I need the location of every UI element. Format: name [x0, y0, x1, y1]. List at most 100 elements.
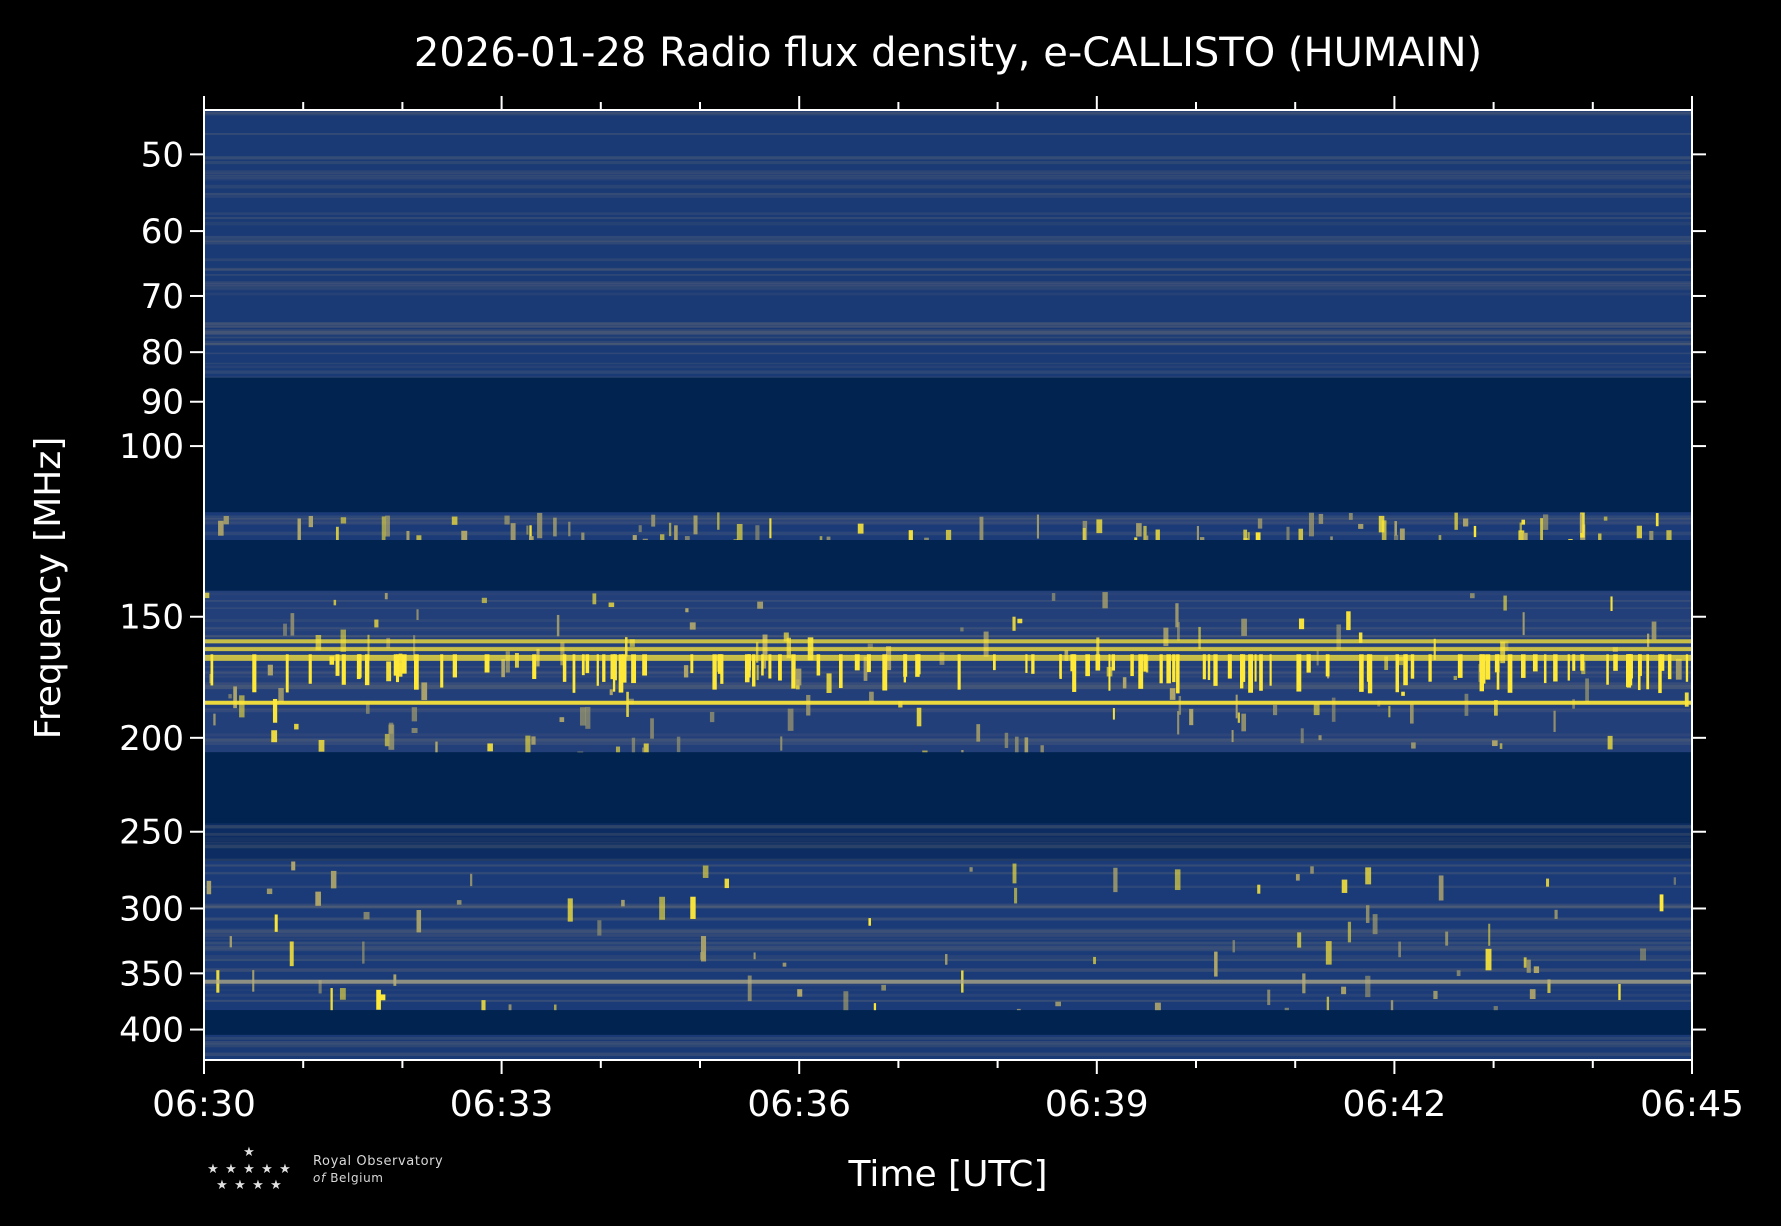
- burst-mark: [1433, 990, 1438, 1000]
- burst-mark: [1358, 523, 1364, 529]
- burst-mark: [744, 654, 750, 683]
- burst-mark: [1259, 654, 1263, 691]
- burst-mark: [1155, 529, 1160, 541]
- heatmap: [204, 110, 1692, 1060]
- band-streak: [204, 212, 1692, 215]
- burst-mark: [308, 515, 314, 528]
- stars-icon: ★★ ★ ★ ★ ★★ ★ ★ ★: [207, 1145, 291, 1193]
- burst-mark: [1325, 941, 1332, 965]
- burst-mark: [487, 743, 493, 752]
- burst-mark: [393, 654, 398, 676]
- burst-mark: [597, 920, 602, 936]
- burst-mark: [1685, 654, 1689, 682]
- star-glyph: ★: [225, 1162, 237, 1177]
- burst-mark: [1638, 654, 1642, 676]
- y-tick-label: 50: [141, 135, 184, 175]
- burst-mark: [1096, 519, 1103, 534]
- burst-mark: [866, 654, 871, 673]
- burst-mark: [562, 654, 567, 682]
- band-streak: [204, 184, 1692, 189]
- band-streak: [204, 216, 1692, 220]
- burst-mark: [1240, 654, 1244, 689]
- band-streak: [204, 999, 1692, 1002]
- burst-mark: [592, 593, 597, 605]
- burst-mark: [782, 962, 787, 967]
- burst-mark: [1533, 966, 1540, 974]
- band-streak: [204, 642, 1692, 645]
- burst-mark: [1675, 658, 1682, 680]
- burst-mark: [1521, 519, 1526, 525]
- burst-mark: [1241, 713, 1247, 732]
- burst-mark: [333, 599, 337, 606]
- band-streak: [204, 156, 1692, 160]
- burst-mark: [374, 619, 379, 628]
- band-streak: [204, 192, 1692, 196]
- burst-mark: [1325, 654, 1330, 677]
- burst-mark: [1365, 905, 1370, 923]
- band-streak: [204, 670, 1692, 674]
- band-streak: [204, 258, 1692, 262]
- burst-mark: [229, 936, 232, 948]
- burst-mark: [1523, 957, 1527, 968]
- burst-mark: [1496, 654, 1500, 690]
- burst-mark: [1308, 512, 1315, 537]
- emission-line: [204, 639, 1692, 644]
- burst-mark: [278, 687, 284, 703]
- band-9: [204, 1034, 1692, 1060]
- burst-mark: [1457, 654, 1463, 678]
- star-glyph: ★: [270, 1178, 282, 1193]
- burst-mark: [365, 702, 370, 714]
- burst-mark: [1055, 1001, 1061, 1007]
- burst-mark: [690, 896, 696, 919]
- band-streak: [204, 708, 1692, 710]
- emission-line: [204, 647, 1692, 652]
- burst-mark: [1673, 877, 1676, 885]
- logo-text: Royal Observatory of Belgium: [313, 1154, 443, 1186]
- burst-mark: [271, 730, 278, 743]
- burst-mark: [205, 592, 210, 599]
- band-streak: [204, 195, 1692, 198]
- band-streak: [204, 993, 1692, 997]
- burst-mark: [1463, 518, 1469, 527]
- burst-mark: [1378, 515, 1385, 533]
- burst-mark: [621, 654, 627, 683]
- burst-mark: [916, 707, 922, 727]
- burst-mark: [596, 654, 599, 686]
- burst-mark: [1122, 677, 1127, 689]
- burst-mark: [1585, 678, 1589, 703]
- burst-mark: [1169, 688, 1176, 700]
- band-streak: [204, 607, 1692, 609]
- band-streak: [204, 903, 1692, 908]
- burst-mark: [1580, 654, 1585, 671]
- logo-line-2: of Belgium: [313, 1171, 384, 1185]
- burst-mark: [1532, 654, 1538, 672]
- burst-mark: [1175, 603, 1179, 628]
- band-streak: [204, 221, 1692, 226]
- y-tick-label: 150: [119, 598, 184, 638]
- burst-mark: [1636, 525, 1643, 539]
- band-streak: [204, 841, 1692, 844]
- band-streak: [204, 329, 1692, 333]
- burst-mark: [1163, 627, 1169, 647]
- burst-mark: [689, 622, 696, 630]
- burst-mark: [1113, 867, 1118, 893]
- burst-mark: [755, 525, 760, 542]
- burst-mark: [1213, 654, 1218, 686]
- burst-mark: [1500, 641, 1506, 664]
- burst-mark: [1542, 514, 1549, 530]
- y-tick-label: 90: [141, 383, 184, 423]
- burst-mark: [1202, 654, 1206, 680]
- burst-mark: [1410, 703, 1414, 724]
- band-streak: [204, 292, 1692, 296]
- burst-mark: [1024, 737, 1029, 759]
- burst-mark: [700, 936, 707, 962]
- burst-mark: [1012, 616, 1016, 631]
- burst-mark: [239, 695, 245, 718]
- burst-mark: [1059, 654, 1062, 677]
- burst-mark: [223, 515, 229, 525]
- burst-mark: [532, 654, 537, 680]
- burst-mark: [778, 654, 782, 681]
- band-streak: [204, 268, 1692, 271]
- burst-mark: [1540, 518, 1544, 544]
